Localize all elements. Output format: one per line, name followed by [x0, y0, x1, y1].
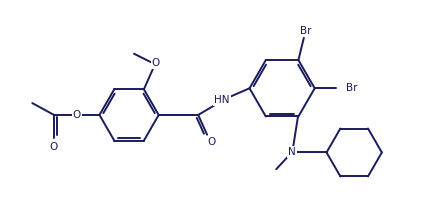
Text: HN: HN — [214, 95, 230, 105]
Text: Br: Br — [346, 83, 358, 93]
Text: O: O — [72, 110, 81, 120]
Text: O: O — [49, 141, 57, 152]
Text: Br: Br — [300, 26, 311, 36]
Text: O: O — [207, 137, 215, 147]
Text: O: O — [152, 58, 160, 68]
Text: N: N — [288, 147, 296, 158]
